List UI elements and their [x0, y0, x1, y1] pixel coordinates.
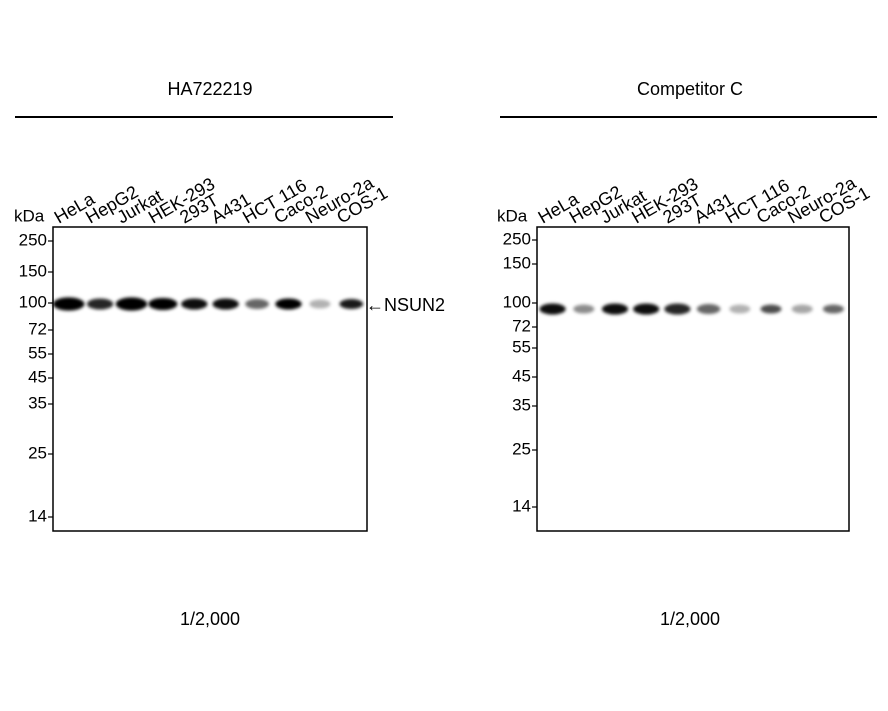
band: [52, 297, 85, 311]
marker-label: 45: [28, 367, 47, 386]
band: [181, 298, 208, 310]
marker-label: 250: [19, 230, 47, 249]
panel-title: Competitor C: [637, 79, 743, 99]
marker-label: 35: [28, 393, 47, 412]
marker-label: 150: [503, 253, 531, 272]
marker-label: 250: [503, 229, 531, 248]
band: [275, 298, 302, 310]
blot-frame: [52, 226, 368, 532]
marker-label: 72: [512, 316, 531, 335]
marker-label: 150: [19, 261, 47, 280]
panel-title: HA722219: [167, 79, 252, 99]
marker-label: 14: [28, 506, 47, 525]
band: [729, 304, 751, 314]
band-annotation: ←NSUN2: [366, 295, 445, 315]
band: [760, 304, 782, 314]
unit-label: kDa: [14, 206, 45, 225]
marker-label: 35: [512, 395, 531, 414]
band: [791, 304, 813, 314]
band: [601, 303, 629, 315]
marker-label: 25: [512, 439, 531, 458]
band: [539, 303, 566, 315]
band: [245, 299, 269, 309]
band: [339, 299, 364, 309]
marker-label: 55: [512, 337, 531, 356]
marker-label: 55: [28, 343, 47, 362]
dilution-label: 1/2,000: [660, 609, 720, 629]
marker-label: 45: [512, 366, 531, 385]
band: [664, 303, 691, 315]
band: [573, 304, 595, 314]
band: [212, 298, 239, 310]
marker-label: 100: [503, 292, 531, 311]
band: [309, 299, 331, 309]
marker-label: 25: [28, 443, 47, 462]
marker-label: 100: [19, 292, 47, 311]
band: [148, 297, 178, 311]
marker-label: 14: [512, 496, 531, 515]
band: [115, 297, 148, 311]
dilution-label: 1/2,000: [180, 609, 240, 629]
marker-label: 72: [28, 319, 47, 338]
band: [822, 304, 844, 314]
unit-label: kDa: [497, 206, 528, 225]
band: [86, 298, 114, 310]
band: [633, 303, 660, 315]
blot-frame: [536, 226, 850, 532]
band: [696, 304, 721, 314]
